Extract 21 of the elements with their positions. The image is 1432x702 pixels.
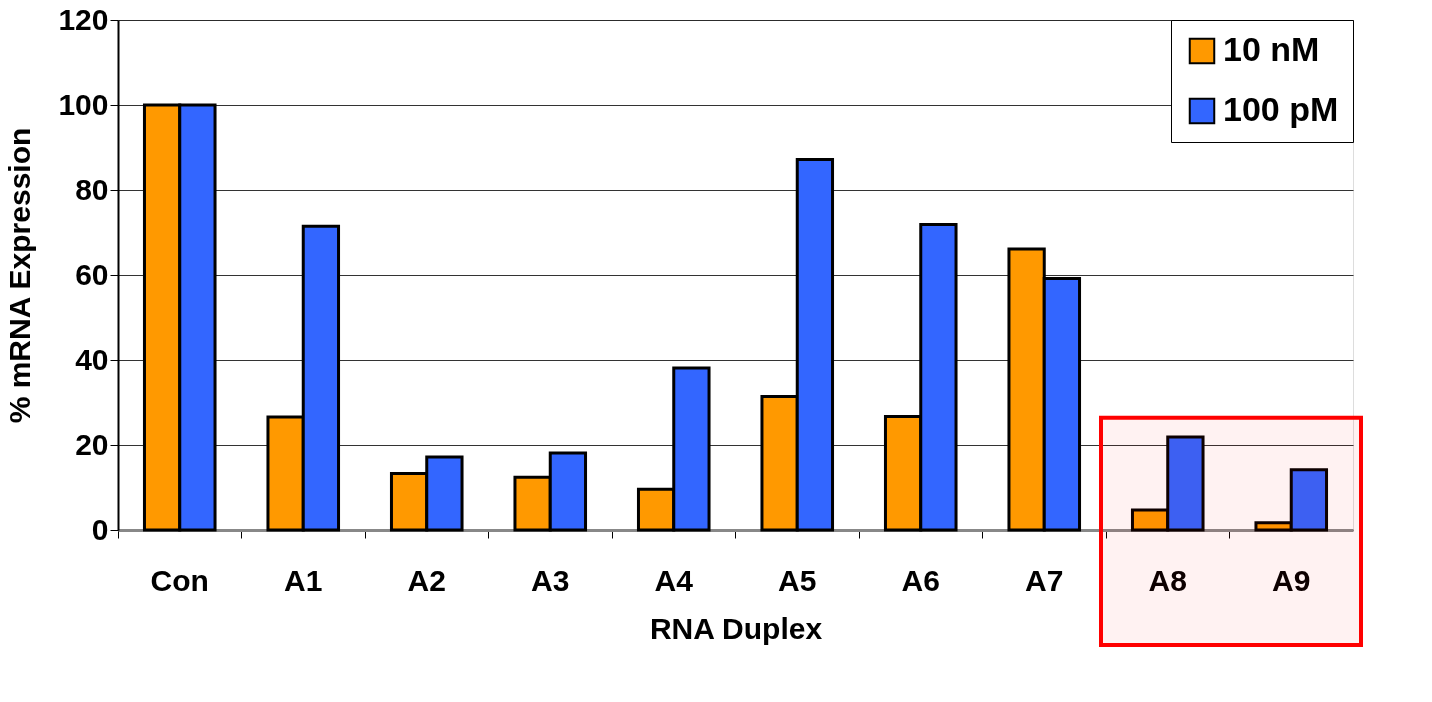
y-tick-label: 100: [58, 87, 109, 121]
x-tick-label: Con: [150, 563, 209, 597]
x-tick-label: A3: [531, 563, 570, 597]
y-tick-label: 0: [91, 512, 109, 546]
x-tick-label: A2: [407, 563, 446, 597]
y-tick-label: 120: [58, 2, 109, 36]
y-axis-title: % mRNA Expression: [3, 127, 37, 424]
x-tick-label: A7: [1025, 563, 1064, 597]
y-tick-label: 40: [75, 342, 109, 376]
y-tick-label: 60: [75, 257, 109, 291]
y-tick-label: 20: [75, 427, 109, 461]
x-tick-label: A6: [901, 563, 940, 597]
x-axis-title: RNA Duplex: [649, 611, 823, 645]
x-tick-label: A5: [778, 563, 817, 597]
y-tick-label: 80: [75, 172, 109, 206]
legend-label: 100 pM: [1223, 90, 1339, 128]
legend-label: 10 nM: [1223, 30, 1320, 68]
x-tick-label: A8: [1148, 563, 1187, 597]
x-tick-label: A9: [1272, 563, 1311, 597]
x-tick-label: A4: [654, 563, 694, 597]
x-tick-label: A1: [284, 563, 323, 597]
